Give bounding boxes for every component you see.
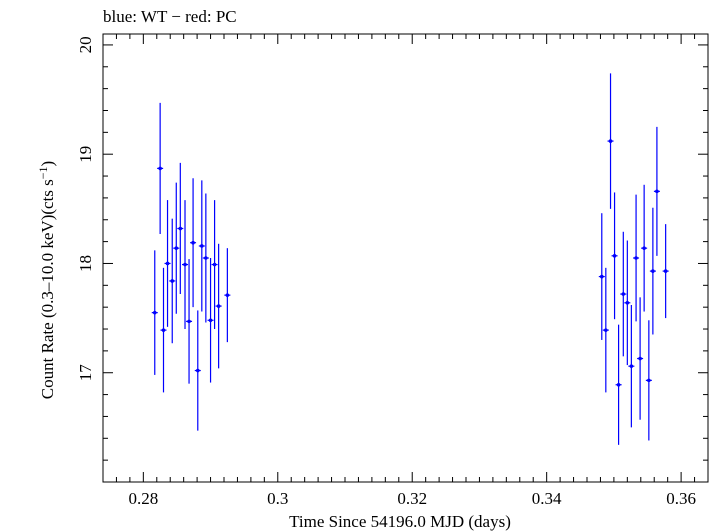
data-point (625, 301, 630, 305)
y-axis-label-superscript: −1 (36, 166, 50, 179)
data-point (604, 328, 608, 332)
data-point (187, 319, 191, 324)
data-point (165, 261, 170, 266)
data-point (616, 382, 621, 387)
data-point (599, 274, 604, 279)
data-point (178, 226, 183, 231)
x-tick-label: 0.36 (666, 489, 696, 508)
data-point (208, 318, 213, 323)
data-point (647, 378, 651, 383)
x-tick-label: 0.34 (532, 489, 562, 508)
data-point (174, 246, 179, 250)
data-point (634, 256, 638, 260)
data-point (195, 368, 200, 373)
y-tick-label: 17 (76, 364, 95, 382)
data-point (651, 269, 655, 273)
x-axis-label: Time Since 54196.0 MJD (days) (289, 512, 511, 531)
y-axis-label-main: Count Rate (0.3–10.0 keV)(cts s (38, 179, 57, 399)
y-tick-label: 20 (76, 36, 95, 53)
x-axis: 0.28 0.3 0.32 0.34 0.36 (115, 34, 696, 508)
plot-frame (102, 33, 709, 483)
data-point (663, 269, 668, 273)
data-point (212, 262, 217, 267)
data-point (191, 240, 195, 245)
x-tick-label: 0.3 (267, 489, 288, 508)
data-point (629, 364, 634, 368)
data-point (655, 189, 659, 194)
y-axis-label: Count Rate (0.3–10.0 keV)(cts s−1) (36, 161, 57, 399)
data-point (152, 310, 157, 315)
y-axis-label-end: ) (38, 161, 57, 167)
x-tick-label: 0.32 (397, 489, 427, 508)
data-point (216, 304, 221, 308)
y-tick-label: 18 (76, 255, 95, 272)
y-tick-label: 19 (76, 146, 95, 163)
data-point (638, 356, 642, 361)
data-point (158, 166, 162, 171)
x-tick-label: 0.28 (128, 489, 158, 508)
data-point (161, 328, 166, 332)
y-axis: 17 18 19 20 (76, 36, 708, 461)
data-point (200, 244, 204, 248)
data-point (170, 279, 175, 283)
data-point (608, 139, 613, 143)
data-point (204, 256, 208, 260)
data-point (621, 292, 626, 296)
series-legend: blue: WT − red: PC (103, 7, 237, 26)
data-points (151, 73, 669, 445)
data-point (612, 254, 617, 258)
data-point (642, 246, 646, 250)
data-point (225, 293, 230, 297)
data-point (183, 262, 187, 267)
